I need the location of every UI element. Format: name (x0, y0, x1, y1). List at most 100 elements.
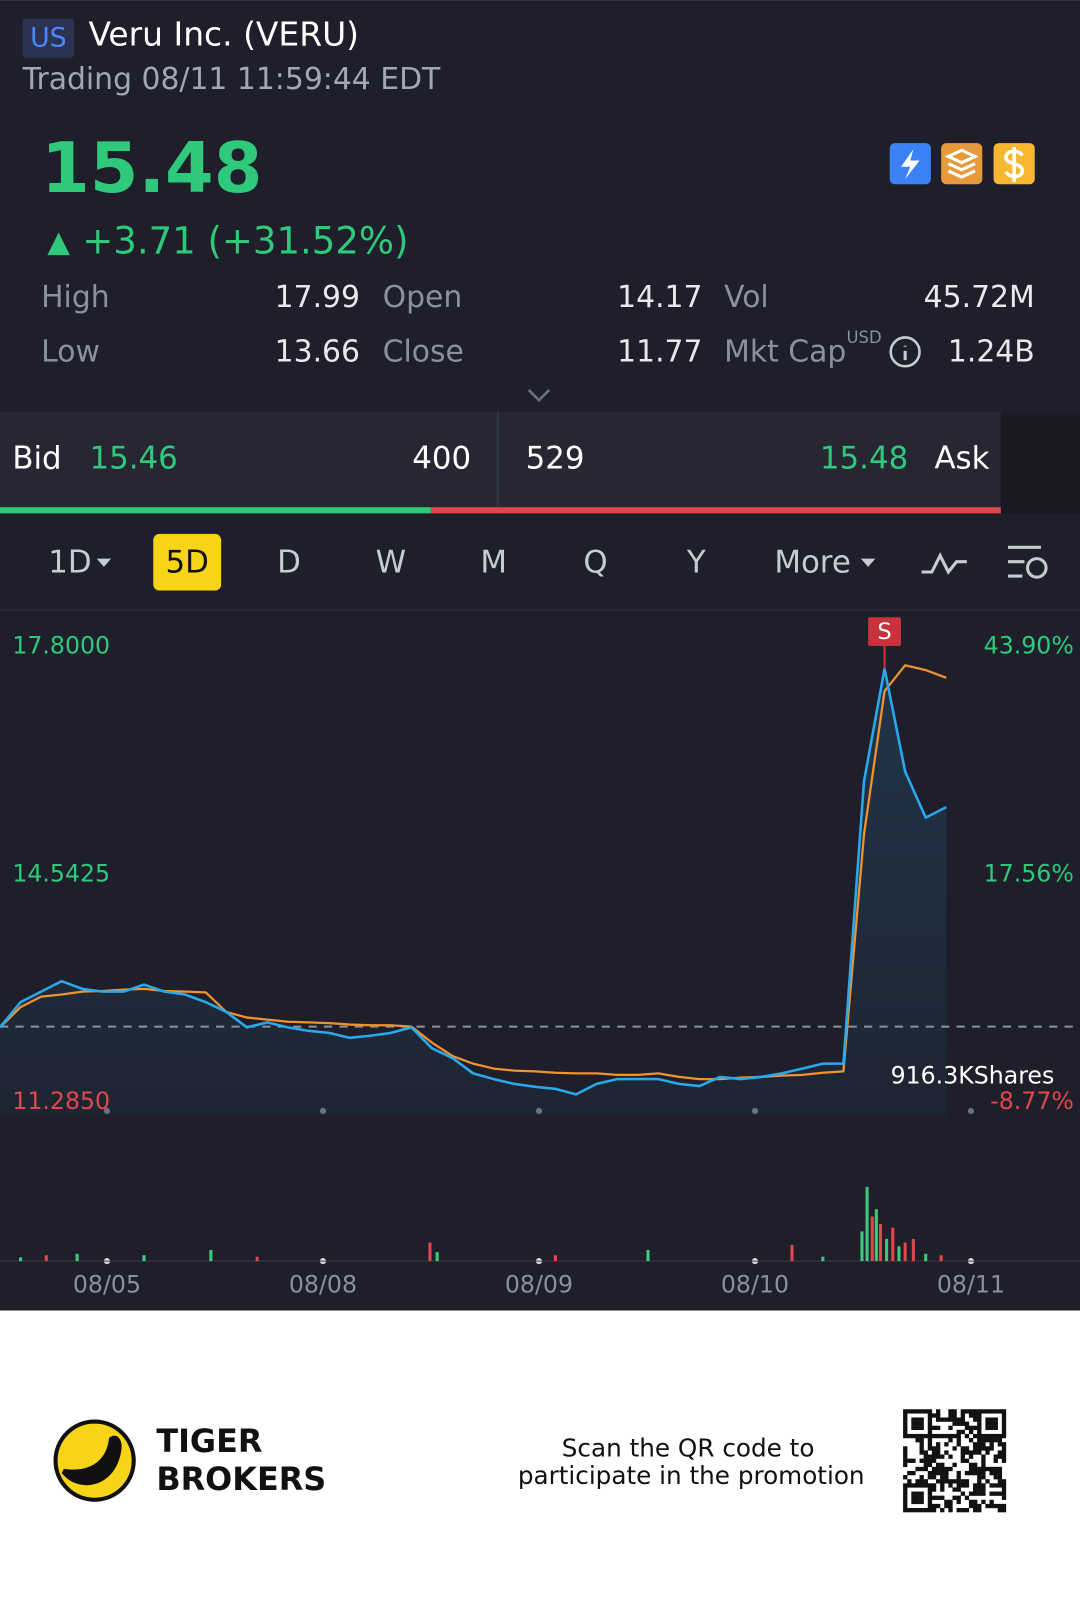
qr-module (927, 1487, 933, 1492)
qr-module (919, 1446, 924, 1451)
qr-module (977, 1409, 982, 1414)
qr-module (960, 1413, 966, 1418)
qr-module (1001, 1483, 1007, 1488)
qr-module (989, 1438, 994, 1443)
qr-module (989, 1470, 994, 1476)
qr-module (936, 1466, 941, 1472)
qr-module (903, 1503, 908, 1509)
qr-module (911, 1433, 916, 1439)
y-tick-label: 17.8000 (12, 632, 110, 660)
qr-module (927, 1446, 933, 1451)
qr-module (1001, 1454, 1007, 1459)
signal-label: S (877, 619, 891, 645)
period-tab[interactable]: 1D (48, 544, 91, 580)
volume-bar (891, 1227, 895, 1262)
period-tabs: 1D 5D D W M Q Y More (48, 533, 876, 591)
volume-bar (19, 1257, 23, 1262)
qr-module (940, 1433, 945, 1439)
period-tab[interactable]: Q (583, 544, 607, 580)
qr-module (960, 1507, 966, 1513)
stat-unit: USD (847, 328, 882, 347)
qr-module (981, 1470, 986, 1476)
qr-module (948, 1507, 953, 1513)
indicator-icon[interactable] (921, 552, 967, 575)
qr-module (981, 1442, 986, 1447)
qr-module (919, 1442, 924, 1447)
qr-module (997, 1466, 1003, 1472)
footer (0, 1310, 1080, 1613)
x-tick-dot (967, 1107, 975, 1115)
qr-module (973, 1446, 978, 1451)
volume-bar (44, 1255, 48, 1262)
volume-bar (821, 1256, 825, 1262)
qr-module (919, 1479, 924, 1484)
qr-module (936, 1446, 941, 1451)
qr-module (981, 1475, 986, 1480)
qr-module (956, 1487, 961, 1492)
brand: BROKERS (156, 1460, 326, 1498)
expand-chevron[interactable] (527, 389, 551, 403)
volume-bar (255, 1256, 259, 1262)
tiger-logo (53, 1419, 136, 1502)
qr-module (977, 1417, 982, 1422)
qr-module (923, 1507, 928, 1513)
qr-module (977, 1483, 982, 1488)
qr-module (977, 1442, 982, 1447)
qr-module (911, 1491, 916, 1496)
period-tab[interactable]: More (774, 544, 850, 580)
qr-module (981, 1458, 986, 1463)
qr-module (985, 1479, 990, 1484)
qr-module (919, 1475, 924, 1480)
qr-module (927, 1429, 933, 1435)
stat-value: 13.66 (275, 334, 360, 369)
qr-module (944, 1503, 949, 1509)
period-tab[interactable]: Y (686, 544, 706, 580)
period-tab[interactable]: 5D (166, 544, 209, 580)
qr-module (927, 1417, 933, 1422)
y2-tick-label: 17.56% (984, 859, 1074, 887)
qr-module (903, 1495, 908, 1500)
qr-module (993, 1470, 998, 1476)
qr-module (948, 1438, 953, 1443)
qr-module (948, 1479, 953, 1484)
period-selected (153, 533, 222, 591)
qr-module (927, 1483, 933, 1488)
qr-module (973, 1466, 978, 1472)
y2-tick-label: 43.90% (984, 632, 1074, 660)
qr-module (956, 1438, 961, 1443)
qr-module (968, 1409, 974, 1414)
qr-module (919, 1499, 924, 1505)
qr-module (931, 1458, 937, 1463)
qr-module (956, 1495, 961, 1500)
qr-module (1001, 1421, 1007, 1426)
qr-module (981, 1433, 986, 1439)
volume-bar (860, 1231, 864, 1262)
qr-module (960, 1409, 966, 1414)
qr-module (948, 1483, 953, 1488)
qr-module (956, 1483, 961, 1488)
price-change: +3.71 (+31.52%) (82, 219, 408, 262)
qr-module (1001, 1417, 1007, 1422)
info-icon[interactable] (889, 336, 921, 368)
qr-module (1001, 1450, 1007, 1455)
qr-module (911, 1417, 916, 1422)
period-tab[interactable]: M (480, 544, 507, 580)
qr-module (1001, 1487, 1007, 1492)
qr-module (931, 1483, 937, 1488)
period-tab[interactable]: W (376, 544, 407, 580)
qr-module (997, 1409, 1003, 1414)
period-tab[interactable]: D (277, 544, 301, 580)
qr-module (927, 1421, 933, 1426)
qr-module (985, 1446, 990, 1451)
qr-module (903, 1417, 908, 1422)
qr-module (964, 1433, 970, 1439)
x-tick-label: 08/09 (505, 1270, 573, 1298)
qr-module (977, 1470, 982, 1476)
qr-module (907, 1470, 912, 1476)
qr-module (997, 1503, 1003, 1509)
price-area (0, 668, 947, 1117)
qr-module (944, 1466, 949, 1472)
icon-glyph (1004, 147, 1025, 183)
settings-icon[interactable] (1007, 545, 1041, 578)
